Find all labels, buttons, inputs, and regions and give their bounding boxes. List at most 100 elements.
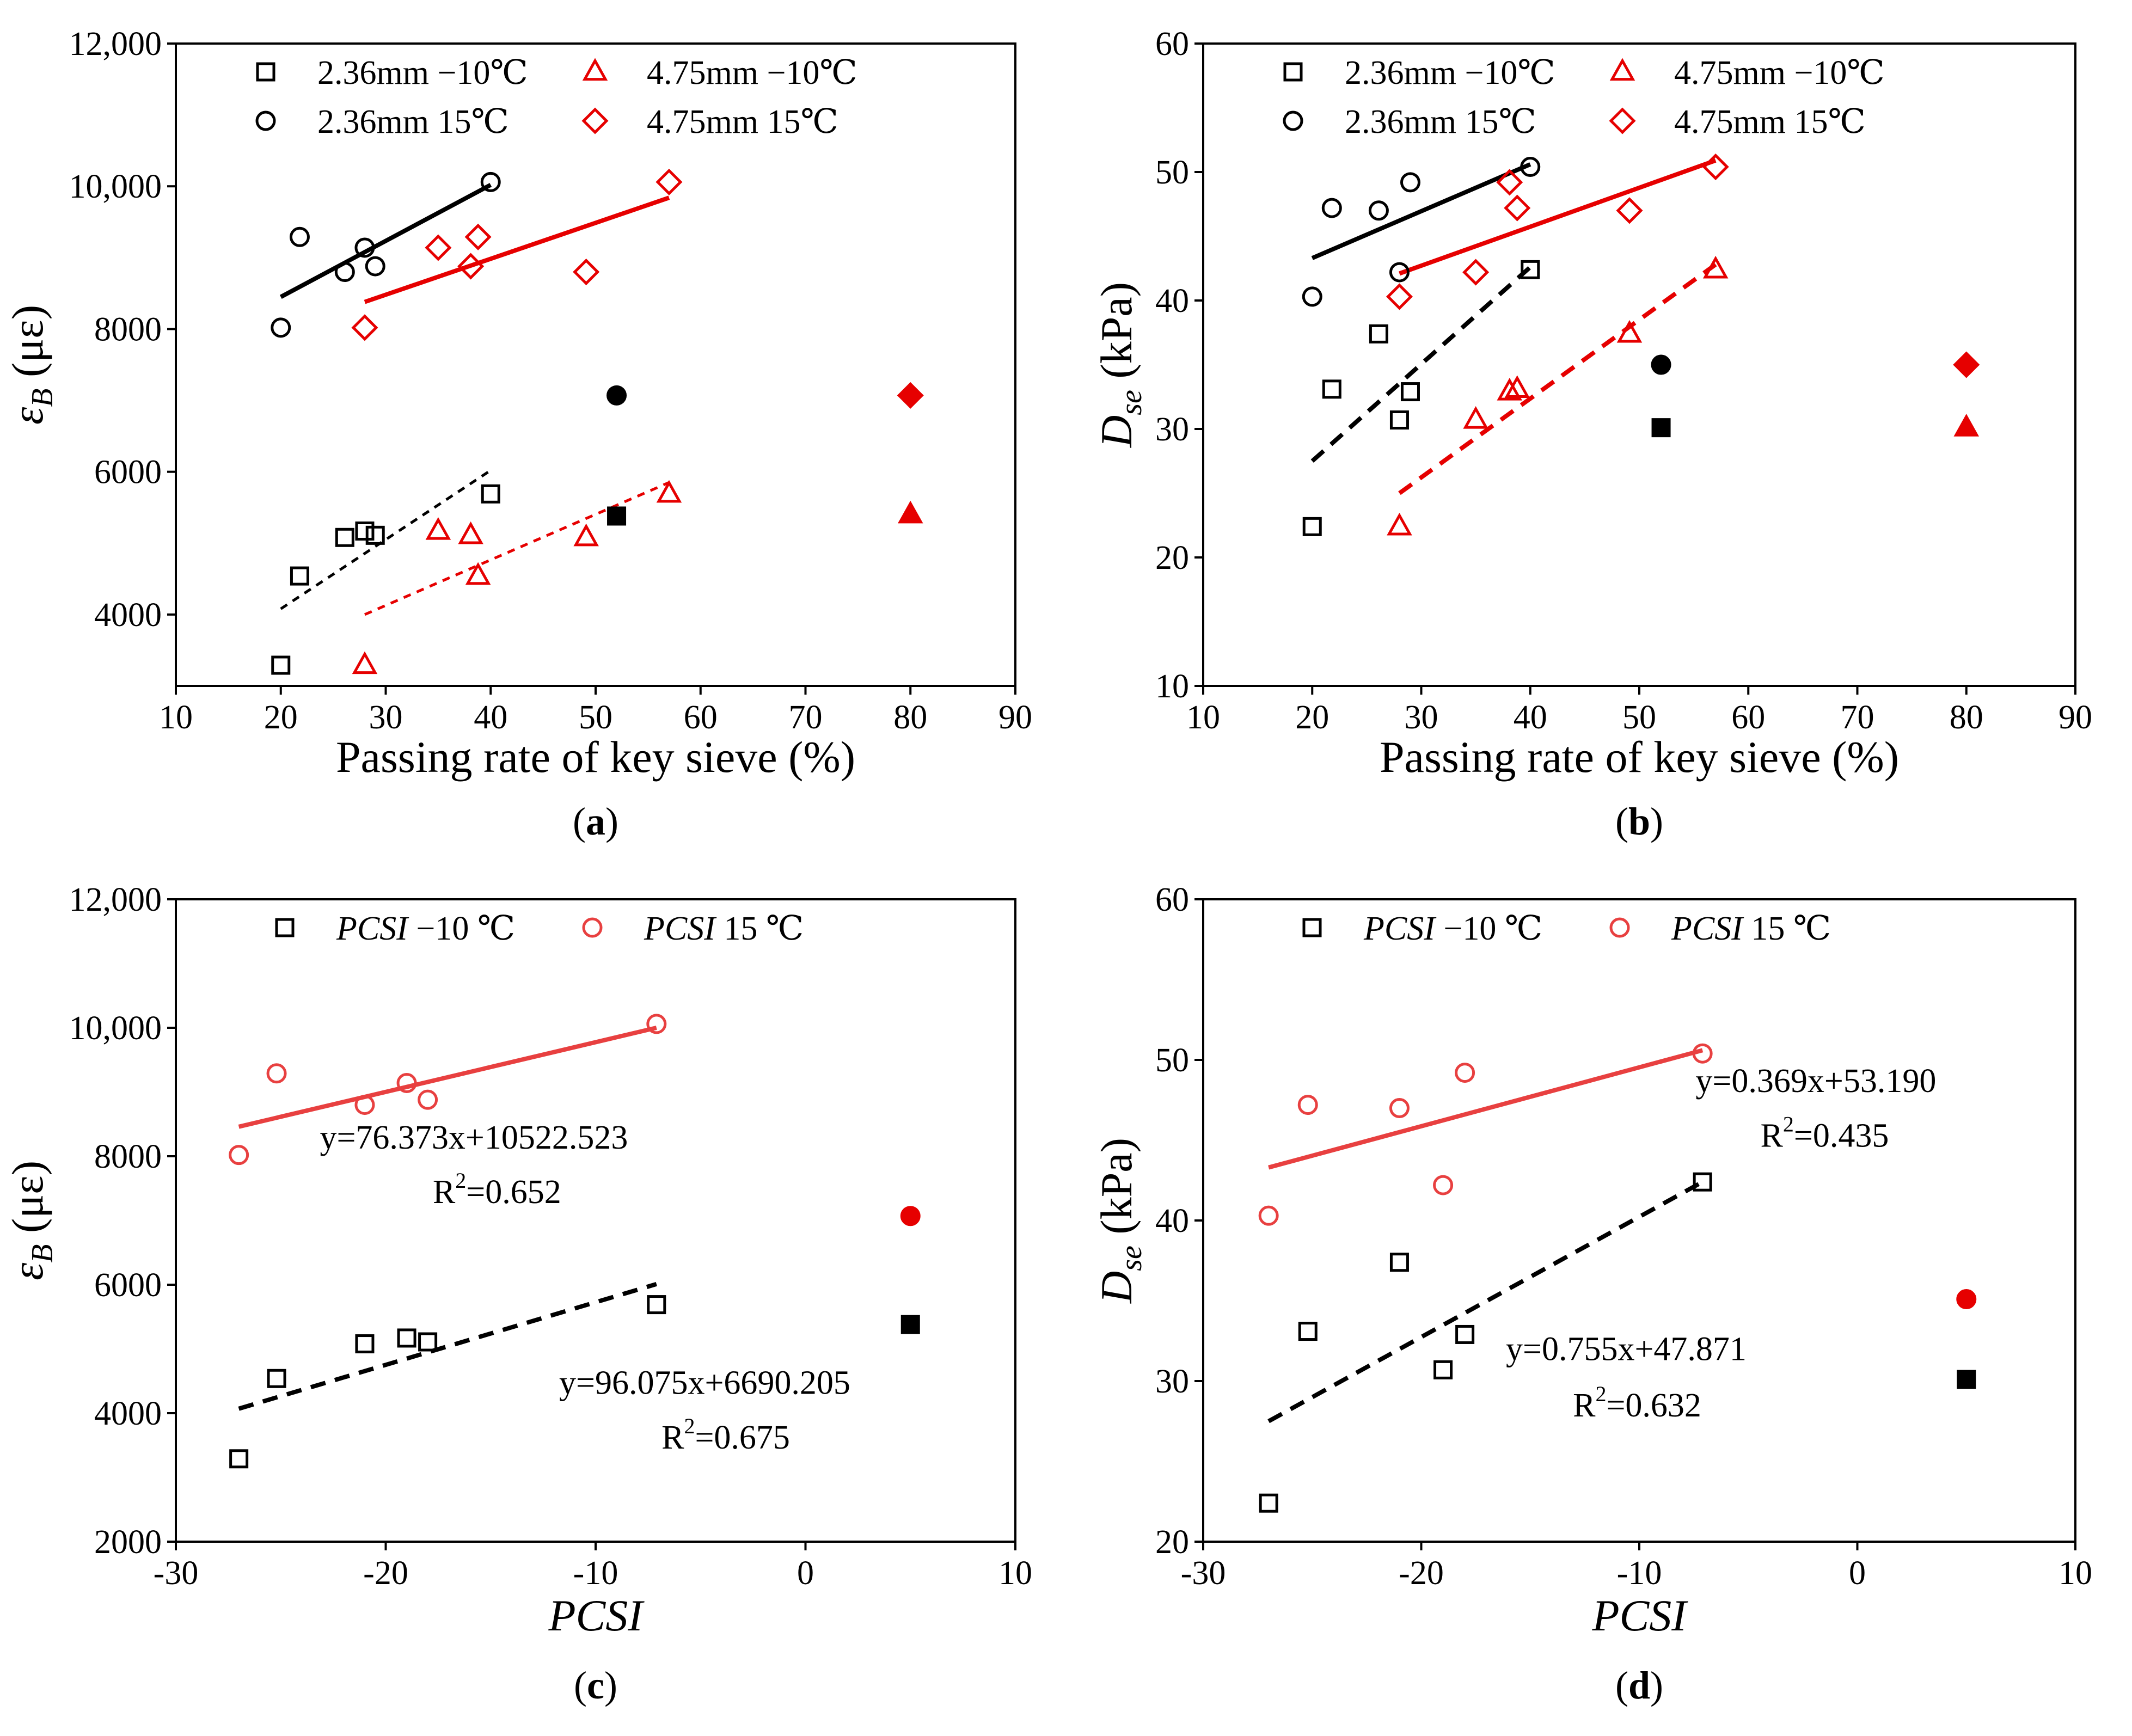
data-point-s0-0 (271, 655, 291, 675)
data-point-s2-1 (1321, 198, 1342, 218)
reference-point-1 (900, 1315, 920, 1334)
x-tick-label: 60 (684, 699, 718, 736)
data-point-s1-2 (458, 521, 483, 544)
data-point-s0-5 (1521, 260, 1540, 279)
reference-point-1 (1957, 1370, 1976, 1389)
legend-marker-1 (582, 58, 608, 81)
x-tick-label: 0 (797, 1555, 814, 1592)
plot-frame (1202, 898, 2076, 1543)
x-tick-label: 30 (1405, 699, 1438, 736)
legend-marker-0 (256, 62, 275, 82)
y-tick-label: 12,000 (69, 26, 162, 63)
panel-letter: d (1628, 1664, 1650, 1707)
data-point-s0-3 (1389, 410, 1409, 430)
y-tick-label: 20 (1155, 539, 1189, 576)
y-axis-label: εB (με) (3, 1161, 59, 1280)
reference-point-0 (1651, 354, 1671, 375)
legend-label-0: PCSI −10 ℃ (1363, 910, 1542, 947)
y-axis-label: Dse (kPa) (1092, 1138, 1148, 1304)
legend-label-1: PCSI 15 ℃ (1671, 910, 1831, 947)
plot-frame (175, 898, 1016, 1543)
legend-marker-1 (1609, 58, 1635, 81)
data-point-s1-1 (1463, 406, 1488, 429)
x-tick-label: 80 (893, 699, 927, 736)
data-point-s0-4 (1455, 1324, 1475, 1344)
y-label-unit: (με) (3, 1161, 52, 1244)
reference-point-3 (1953, 414, 1980, 437)
x-tick-label: 30 (369, 699, 403, 736)
y-label-subscript: B (26, 388, 59, 407)
data-point-s0-1 (1298, 1322, 1318, 1341)
x-tick-label: 50 (579, 699, 612, 736)
y-tick-label: 60 (1155, 26, 1189, 63)
data-point-s1-3 (465, 562, 491, 585)
y-label-subscript: se (1114, 390, 1148, 415)
legend-label-0: 2.36mm −10℃ (317, 54, 528, 91)
y-tick-label: 10,000 (69, 1010, 162, 1047)
plot-frame (1202, 42, 2076, 687)
data-point-s2-4 (365, 256, 385, 277)
trend-line-0 (1310, 265, 1532, 463)
x-tick-label: 0 (1849, 1555, 1866, 1592)
data-point-s1-3 (1433, 1175, 1454, 1195)
data-point-s0-1 (267, 1369, 286, 1388)
y-label-unit: (kPa) (1092, 282, 1141, 390)
data-point-s0-2 (335, 527, 354, 547)
data-point-s2-1 (289, 226, 310, 247)
legend-marker-3 (1609, 107, 1636, 134)
x-axis-label: Passing rate of key sieve (%) (1380, 732, 1899, 782)
panel-label: (a) (573, 800, 618, 843)
y-tick-label: 4000 (94, 1395, 162, 1432)
data-point-s2-4 (1400, 172, 1420, 193)
trend-line-1 (364, 481, 670, 616)
x-tick-label: 20 (1295, 699, 1329, 736)
panel-label: (c) (574, 1664, 617, 1707)
data-point-s1-1 (266, 1063, 287, 1084)
regression-equation-0: y=76.373x+10522.523 (320, 1119, 628, 1156)
y-tick-label: 4000 (94, 597, 162, 634)
y-tick-label: 10,000 (69, 168, 162, 205)
y-tick-label: 12,000 (69, 881, 162, 918)
data-point-s1-2 (1389, 1098, 1410, 1118)
legend-label-1: 4.75mm −10℃ (647, 54, 857, 91)
legend-label-0: PCSI −10 ℃ (336, 910, 515, 947)
data-point-s2-0 (1302, 286, 1322, 307)
y-label-symbol: ε (3, 407, 52, 425)
data-point-s1-1 (425, 517, 451, 540)
data-point-s2-2 (334, 262, 355, 283)
y-axis-label: εB (με) (3, 305, 59, 425)
data-point-s0-4 (365, 525, 385, 545)
y-tick-label: 6000 (94, 454, 162, 491)
x-tick-label: 60 (1731, 699, 1765, 736)
y-tick-label: 8000 (94, 1138, 162, 1175)
data-point-s1-3 (1504, 375, 1530, 398)
x-tick-label: 90 (998, 699, 1032, 736)
x-tick-label: 80 (1950, 699, 1983, 736)
x-tick-label: -10 (1617, 1555, 1662, 1592)
data-point-s1-2 (1497, 378, 1522, 401)
y-label-subscript: B (26, 1244, 59, 1262)
data-point-s3-5 (655, 168, 683, 195)
y-label-unit: (με) (3, 305, 52, 389)
legend-label-2: 2.36mm 15℃ (317, 103, 509, 140)
legend-marker-1 (1609, 917, 1630, 938)
y-tick-label: 60 (1155, 881, 1189, 918)
r-squared-0: R2=0.435 (1761, 1112, 1889, 1154)
data-point-s0-5 (647, 1295, 666, 1315)
y-label-subscript: se (1114, 1246, 1148, 1271)
data-point-s1-3 (396, 1072, 417, 1093)
x-tick-label: -30 (154, 1555, 199, 1592)
y-label-symbol: D (1092, 415, 1141, 448)
data-point-s2-2 (1368, 200, 1389, 221)
data-point-s1-4 (418, 1089, 438, 1110)
legend-marker-0 (1283, 62, 1303, 82)
x-axis-label: Passing rate of key sieve (%) (336, 732, 855, 782)
data-point-s1-0 (1387, 512, 1412, 536)
data-point-s2-5 (1520, 157, 1541, 177)
y-tick-label: 2000 (94, 1524, 162, 1561)
x-tick-label: 10 (159, 699, 193, 736)
trend-line-3 (1399, 158, 1717, 276)
data-point-s1-0 (1258, 1205, 1279, 1226)
reference-point-0 (900, 1206, 921, 1226)
